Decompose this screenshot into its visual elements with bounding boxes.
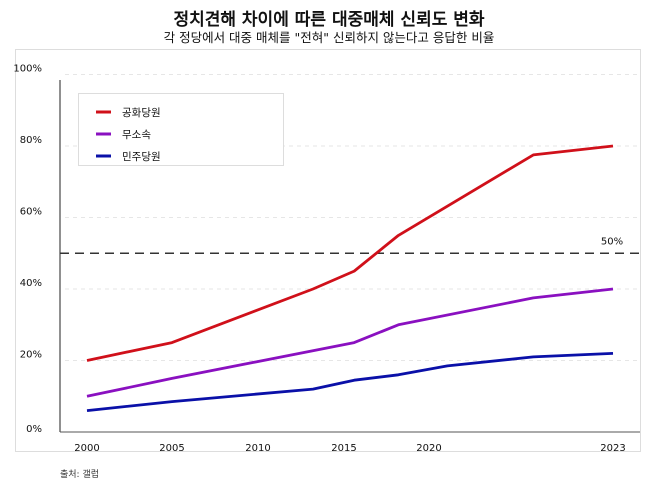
x-tick-label: 2015 xyxy=(331,443,356,454)
y-tick-label: 20% xyxy=(20,350,42,361)
y-tick-label: 40% xyxy=(20,278,42,289)
legend-label: 무소속 xyxy=(122,129,151,141)
x-tick-label: 2010 xyxy=(245,443,270,454)
series-line-3 xyxy=(86,352,614,412)
y-tick-label: 60% xyxy=(20,207,42,218)
chart-frame xyxy=(15,49,641,452)
reference-line-label: 50% xyxy=(601,236,623,247)
legend xyxy=(78,93,284,166)
legend-label: 공화당원 xyxy=(122,107,161,119)
x-tick-label: 2000 xyxy=(74,443,99,454)
x-tick-label: 2020 xyxy=(416,443,441,454)
chart-title: 정치견해 차이에 따른 대중매체 신뢰도 변화 xyxy=(173,10,485,30)
y-tick-label: 80% xyxy=(20,135,42,146)
source-note: 출처: 갤럽 xyxy=(60,470,100,480)
y-tick-label: 0% xyxy=(26,424,42,435)
y-tick-label: 100% xyxy=(13,64,42,75)
chart-subtitle: 각 정당에서 대중 매체를 "전혀" 신뢰하지 않는다고 응답한 비율 xyxy=(163,30,495,45)
x-tick-label: 2005 xyxy=(159,443,184,454)
x-tick-label: 2023 xyxy=(600,443,625,454)
series-line-2 xyxy=(86,287,614,398)
legend-label: 민주당원 xyxy=(122,151,161,163)
